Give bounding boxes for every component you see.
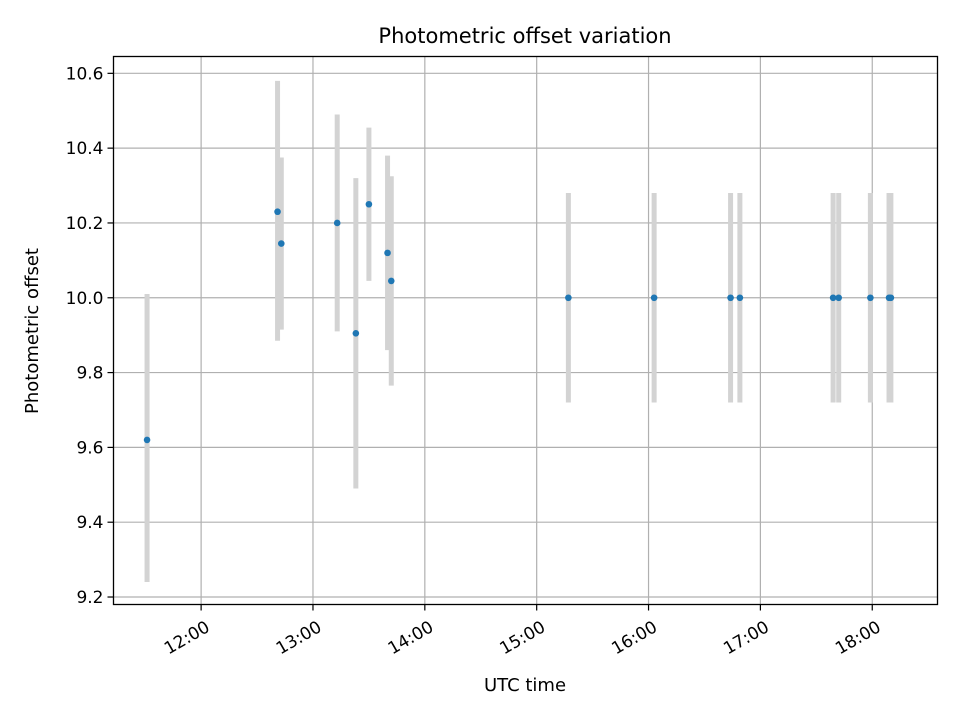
plot-frame [112,55,939,606]
y-tick-label: 9.2 [76,588,103,608]
data-point [650,294,658,302]
data-point [727,294,734,302]
data-point [352,330,360,337]
data-point [384,249,391,257]
y-tick-label: 9.6 [76,438,103,458]
data-points [143,200,895,444]
data-point [867,294,874,302]
x-axis-label: UTC time [484,675,566,696]
grid [113,56,938,605]
y-axis: 9.2 9.4 9.6 9.8 10.0 10.2 10.4 10.6 [66,64,114,608]
data-point [274,208,281,216]
data-point [333,219,341,227]
chart-title: Photometric offset variation [378,24,671,48]
data-point [565,294,572,302]
y-tick-label: 10.4 [66,139,104,159]
y-tick-label: 10.0 [66,289,104,309]
y-tick-label: 9.8 [76,364,103,384]
y-tick-label: 9.4 [76,513,103,533]
y-tick-label: 10.6 [66,64,104,84]
y-axis-label: Photometric offset [22,248,43,414]
y-tick-label: 10.2 [66,214,104,234]
data-point [277,240,285,247]
data-point [736,294,744,302]
data-point [387,277,395,285]
data-point [887,294,895,302]
data-point [835,294,842,302]
data-point [829,294,837,302]
data-point [365,200,373,208]
data-point [143,436,151,444]
